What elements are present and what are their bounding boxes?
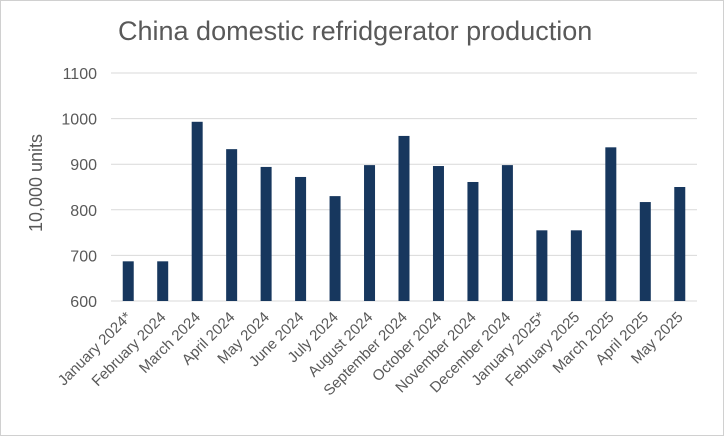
chart-title: China domestic refridgerator production (118, 16, 593, 46)
bar (432, 166, 444, 301)
bar (639, 202, 651, 301)
y-tick-label: 700 (70, 248, 97, 265)
bar (157, 261, 169, 301)
bar (226, 149, 238, 301)
bar (570, 230, 582, 301)
bar (122, 261, 134, 301)
bar (364, 165, 376, 301)
y-tick-label: 600 (70, 294, 97, 311)
y-tick-label: 1100 (63, 66, 98, 83)
bar (191, 121, 203, 302)
y-tick-label: 1000 (61, 112, 97, 129)
bar (398, 135, 410, 301)
bar (295, 176, 307, 301)
bar (501, 165, 513, 301)
bar (536, 230, 548, 301)
bar (467, 181, 479, 301)
bar (674, 187, 686, 301)
bar (605, 147, 617, 301)
bar (260, 166, 272, 301)
y-tick-label: 900 (70, 157, 97, 174)
bars (122, 121, 686, 302)
bar (329, 196, 341, 301)
y-tick-label: 800 (70, 203, 97, 220)
y-axis-ticks: 600 700 800 900 1000 1100 (61, 66, 97, 311)
